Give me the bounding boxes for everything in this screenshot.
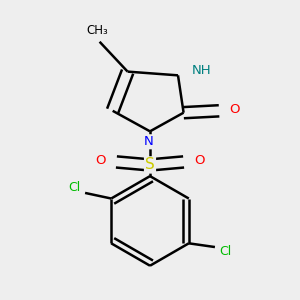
Text: O: O [194, 154, 205, 167]
Text: Cl: Cl [68, 181, 81, 194]
Text: N: N [143, 135, 153, 148]
Text: Cl: Cl [219, 245, 232, 258]
Text: S: S [145, 158, 155, 172]
Text: CH₃: CH₃ [87, 24, 109, 37]
Text: O: O [230, 103, 240, 116]
Text: O: O [95, 154, 106, 167]
Text: NH: NH [192, 64, 212, 77]
